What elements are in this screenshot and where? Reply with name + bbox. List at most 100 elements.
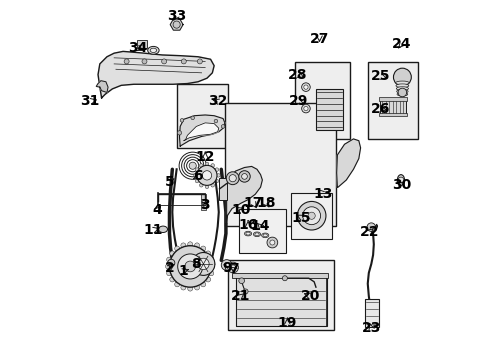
Text: 1: 1 [179, 264, 188, 278]
Text: 7: 7 [228, 262, 238, 276]
Polygon shape [173, 19, 180, 24]
Polygon shape [176, 19, 183, 24]
Bar [378, 113, 407, 116]
Text: 21: 21 [231, 289, 250, 303]
Circle shape [200, 282, 205, 287]
Circle shape [241, 174, 247, 179]
Text: 5: 5 [164, 175, 174, 189]
Polygon shape [336, 139, 360, 187]
Circle shape [192, 252, 214, 275]
Circle shape [197, 165, 217, 185]
Circle shape [205, 277, 210, 282]
Circle shape [393, 68, 410, 86]
Ellipse shape [244, 231, 251, 236]
Text: 10: 10 [231, 203, 250, 217]
Polygon shape [173, 24, 180, 30]
Circle shape [221, 260, 231, 270]
Bar [224, 103, 335, 226]
Circle shape [214, 119, 217, 123]
Circle shape [205, 185, 208, 189]
Circle shape [173, 21, 180, 28]
Text: 11: 11 [143, 223, 163, 237]
Bar [219, 178, 226, 200]
Circle shape [177, 131, 181, 135]
Circle shape [165, 264, 170, 269]
Text: 3: 3 [200, 198, 209, 212]
Circle shape [215, 179, 218, 183]
Circle shape [366, 223, 375, 231]
Circle shape [166, 271, 171, 276]
Circle shape [169, 251, 174, 256]
Text: 27: 27 [309, 32, 328, 46]
Circle shape [221, 125, 224, 128]
Circle shape [216, 174, 220, 177]
Text: 19: 19 [277, 316, 296, 330]
Circle shape [200, 246, 205, 251]
Ellipse shape [395, 81, 408, 85]
Bar [200, 204, 206, 210]
Circle shape [187, 242, 192, 247]
Circle shape [189, 162, 196, 169]
Bar [367, 62, 417, 139]
Bar [378, 97, 407, 101]
Polygon shape [183, 123, 218, 141]
Bar [239, 208, 285, 253]
Text: 34: 34 [127, 41, 147, 55]
Circle shape [209, 264, 214, 269]
Circle shape [194, 285, 199, 290]
Text: 29: 29 [288, 94, 307, 108]
Ellipse shape [395, 87, 407, 90]
Circle shape [177, 254, 203, 279]
Text: 23: 23 [361, 321, 380, 335]
Circle shape [238, 278, 244, 284]
Ellipse shape [396, 93, 407, 96]
Circle shape [226, 172, 239, 185]
Circle shape [187, 286, 192, 291]
Circle shape [197, 59, 202, 64]
Circle shape [227, 262, 238, 273]
Polygon shape [170, 24, 176, 30]
Text: 9: 9 [222, 261, 231, 275]
Circle shape [238, 171, 250, 182]
Circle shape [202, 171, 211, 180]
Bar [200, 199, 206, 204]
Circle shape [205, 162, 208, 166]
Ellipse shape [150, 48, 156, 53]
Ellipse shape [253, 232, 260, 237]
Text: 16: 16 [238, 218, 257, 231]
Circle shape [208, 257, 213, 262]
Circle shape [142, 59, 147, 64]
Text: 28: 28 [288, 68, 307, 82]
Circle shape [210, 164, 214, 167]
Ellipse shape [254, 233, 259, 236]
Polygon shape [96, 81, 108, 93]
Polygon shape [170, 19, 176, 24]
Text: 12: 12 [195, 150, 215, 164]
Circle shape [194, 243, 199, 248]
Bar [136, 40, 146, 48]
Bar [176, 84, 228, 148]
Text: 18: 18 [256, 196, 275, 210]
Ellipse shape [261, 233, 268, 238]
Bar [365, 298, 378, 327]
Circle shape [230, 265, 235, 270]
Bar [315, 89, 342, 130]
Ellipse shape [245, 232, 250, 235]
Circle shape [266, 237, 277, 248]
Circle shape [224, 262, 229, 267]
Circle shape [243, 289, 247, 294]
Polygon shape [176, 24, 183, 30]
Circle shape [174, 282, 179, 287]
Circle shape [208, 271, 213, 276]
Text: 33: 33 [167, 9, 186, 23]
Circle shape [139, 45, 144, 51]
Text: 8: 8 [191, 257, 201, 271]
Text: 17: 17 [243, 196, 263, 210]
Circle shape [301, 104, 309, 113]
Circle shape [180, 118, 183, 122]
Text: 20: 20 [300, 289, 320, 303]
Circle shape [229, 175, 236, 182]
Text: 31: 31 [81, 94, 100, 108]
Circle shape [169, 277, 174, 282]
Polygon shape [179, 115, 224, 146]
